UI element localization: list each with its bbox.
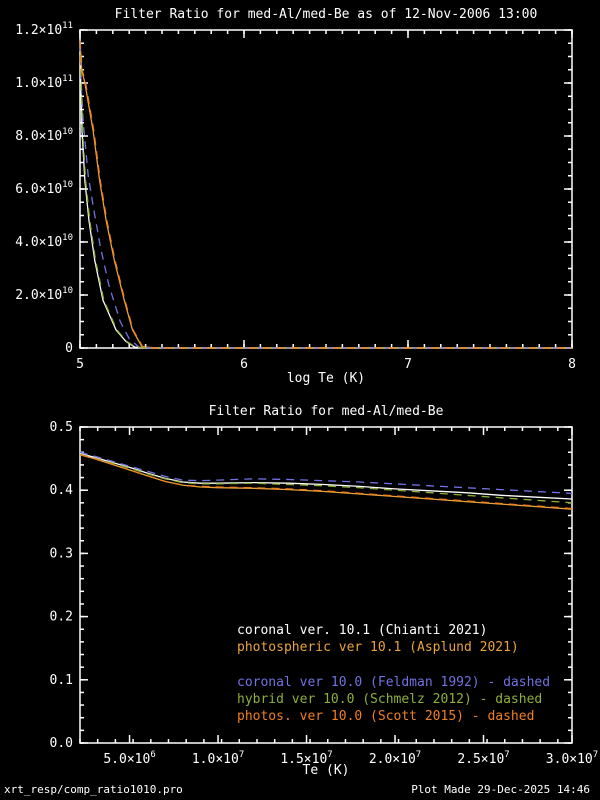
tick-label: 5 [76,357,84,372]
top-chart-canvas: 5 6 7 8 0 2.0×1010 4.0×1010 6.0×1010 8.0×1010 1.0… [15,21,576,372]
series-line [79,40,572,349]
series-line [79,454,573,510]
axes [79,29,573,349]
series-group [79,451,573,510]
axes [79,426,573,744]
tick-label: 0.5 [50,420,73,435]
legend-item-hybrid-100: hybrid ver 10.0 (Schmelz 2012) - dashed [237,692,543,707]
legend-spacer [237,656,550,674]
tick-label: 5.0×106 [103,750,155,767]
tick-label: 2.5×107 [457,750,509,767]
tick-label: 0.4 [50,483,74,498]
series-line [79,43,572,349]
tick-label: 0.3 [50,546,73,561]
tick-label: 0 [65,341,73,356]
series-line [79,40,572,349]
series-line [79,40,572,349]
tick-label: 3.0×107 [546,750,598,767]
tick-label: 7 [404,357,412,372]
series-line [79,451,573,495]
legend-item-coronal-101: coronal ver. 10.1 (Chianti 2021) [237,623,488,638]
tick-label: 2.0×1010 [15,286,73,303]
tick-label: 6.0×1010 [15,180,73,197]
series-line [79,454,573,510]
tick-label: 0.0 [50,736,73,751]
series-line [79,452,573,500]
bottom-chart-xlabel: Te (K) [302,763,350,778]
tick-label: 6 [240,357,248,372]
footer-procedure-path: xrt_resp/comp_ratio1010.pro [4,783,183,796]
legend-item-coronal-100: coronal ver 10.0 (Feldman 1992) - dashed [237,675,551,690]
bottom-chart-title: Filter Ratio for med-Al/med-Be [208,404,444,419]
tick-label: 1.0×1011 [15,74,73,91]
tick-label: 8.0×1010 [15,127,73,144]
tick-label: 1.2×1011 [15,21,73,38]
series-group [79,40,572,349]
tick-label: 1.0×107 [192,750,244,767]
top-chart-title: Filter Ratio for med-Al/med-Be as of 12-… [114,7,538,22]
tick-label: 4.0×1010 [15,233,73,250]
footer-plot-made: Plot Made 29-Dec-2025 14:46 [411,783,590,796]
legend-item-photos-100: photos. ver 10.0 (Scott 2015) - dashed [237,709,535,724]
tick-label: 0.2 [50,610,73,625]
legend-item-photospheric-101: photospheric ver 10.1 (Asplund 2021) [237,640,519,655]
series-line [79,40,572,349]
bottom-chart-canvas: 5.0×106 1.0×107 1.5×107 2.0×107 2.5×107 3.0×1… [50,420,599,767]
tick-label: 1.5×107 [280,750,332,767]
tick-label: 2.0×107 [369,750,421,767]
top-chart-xlabel: log Te (K) [286,371,366,386]
tick-label: 0.1 [50,673,73,688]
legend: coronal ver. 10.1 (Chianti 2021) photosp… [237,622,550,725]
tick-label: 8 [568,357,576,372]
